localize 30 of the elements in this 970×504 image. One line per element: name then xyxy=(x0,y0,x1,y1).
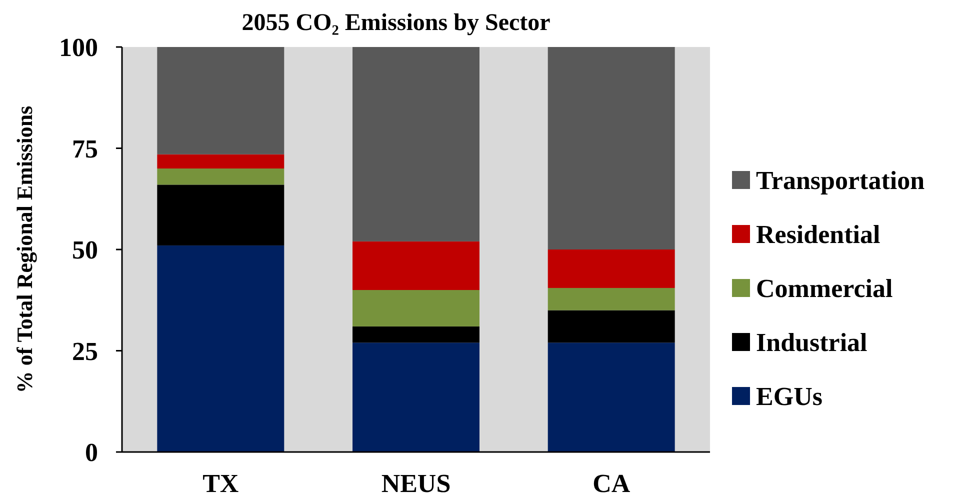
bar xyxy=(352,342,480,452)
bar xyxy=(352,326,480,343)
legend-label: Industrial xyxy=(756,328,868,358)
bar xyxy=(157,245,284,452)
bar xyxy=(548,288,675,310)
x-tick-label: TX xyxy=(202,469,239,498)
legend-label: Transportation xyxy=(756,166,926,196)
bar xyxy=(352,241,480,290)
y-tick-label: 50 xyxy=(72,236,98,265)
bar xyxy=(352,290,480,326)
bar xyxy=(157,168,284,185)
x-tick-label: NEUS xyxy=(381,469,451,498)
bar xyxy=(157,184,284,246)
bar xyxy=(352,47,480,242)
legend-label: EGUs xyxy=(756,382,822,412)
bar xyxy=(548,250,675,288)
y-tick-label: 25 xyxy=(72,336,98,366)
y-tick-label: 100 xyxy=(59,33,98,62)
y-tick-label: 75 xyxy=(72,134,98,164)
bar xyxy=(548,47,675,250)
bar xyxy=(157,154,284,168)
bar xyxy=(548,310,675,343)
bar xyxy=(548,342,675,452)
x-tick-label: CA xyxy=(592,469,630,498)
y-axis-title: % of Total Regional Emissions xyxy=(12,105,37,394)
bar xyxy=(157,47,284,154)
y-tick-label: 0 xyxy=(85,438,98,468)
legend-label: Commercial xyxy=(756,274,893,304)
chart-title: 2055 CO₂ Emissions by Sector xyxy=(242,10,551,36)
legend-label: Residential xyxy=(756,220,880,250)
